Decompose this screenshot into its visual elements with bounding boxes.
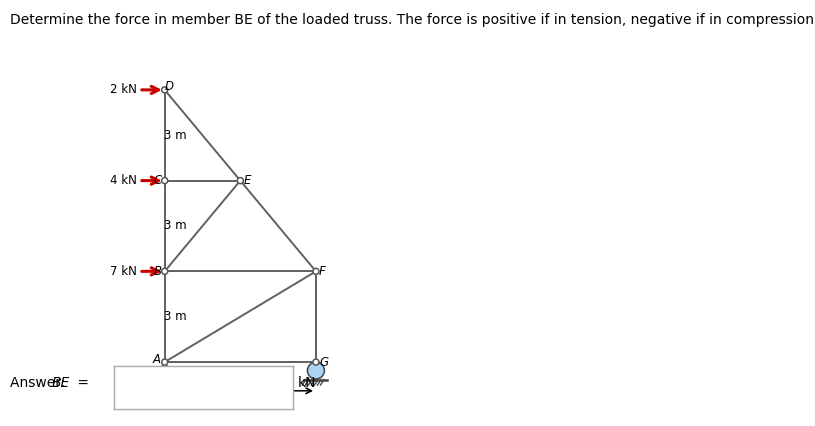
Text: B: B bbox=[154, 265, 162, 278]
Text: Determine the force in member BE of the loaded truss. The force is positive if i: Determine the force in member BE of the … bbox=[10, 13, 815, 27]
Text: 7 kN: 7 kN bbox=[110, 265, 137, 278]
Text: 3 m: 3 m bbox=[164, 219, 187, 233]
Circle shape bbox=[161, 87, 168, 93]
Circle shape bbox=[161, 359, 168, 365]
Circle shape bbox=[307, 362, 324, 379]
Circle shape bbox=[161, 178, 168, 184]
Text: i: i bbox=[103, 381, 108, 394]
Text: 3 m: 3 m bbox=[164, 310, 187, 323]
Polygon shape bbox=[155, 362, 174, 378]
Text: 5 m: 5 m bbox=[229, 395, 252, 408]
Text: BE: BE bbox=[51, 377, 69, 390]
Text: C: C bbox=[154, 174, 162, 187]
Circle shape bbox=[161, 268, 168, 274]
Text: kN: kN bbox=[297, 377, 316, 390]
Text: 3 m: 3 m bbox=[164, 129, 187, 142]
Circle shape bbox=[237, 178, 244, 184]
Text: G: G bbox=[319, 356, 329, 368]
Circle shape bbox=[313, 268, 319, 274]
Text: 4 kN: 4 kN bbox=[110, 174, 137, 187]
Text: A: A bbox=[152, 353, 161, 366]
Text: =: = bbox=[73, 377, 90, 390]
Text: D: D bbox=[165, 80, 174, 93]
Text: E: E bbox=[243, 174, 251, 187]
Text: Answer:: Answer: bbox=[10, 377, 69, 390]
Circle shape bbox=[313, 359, 319, 365]
Text: 2 kN: 2 kN bbox=[110, 83, 137, 96]
Text: F: F bbox=[319, 265, 326, 278]
